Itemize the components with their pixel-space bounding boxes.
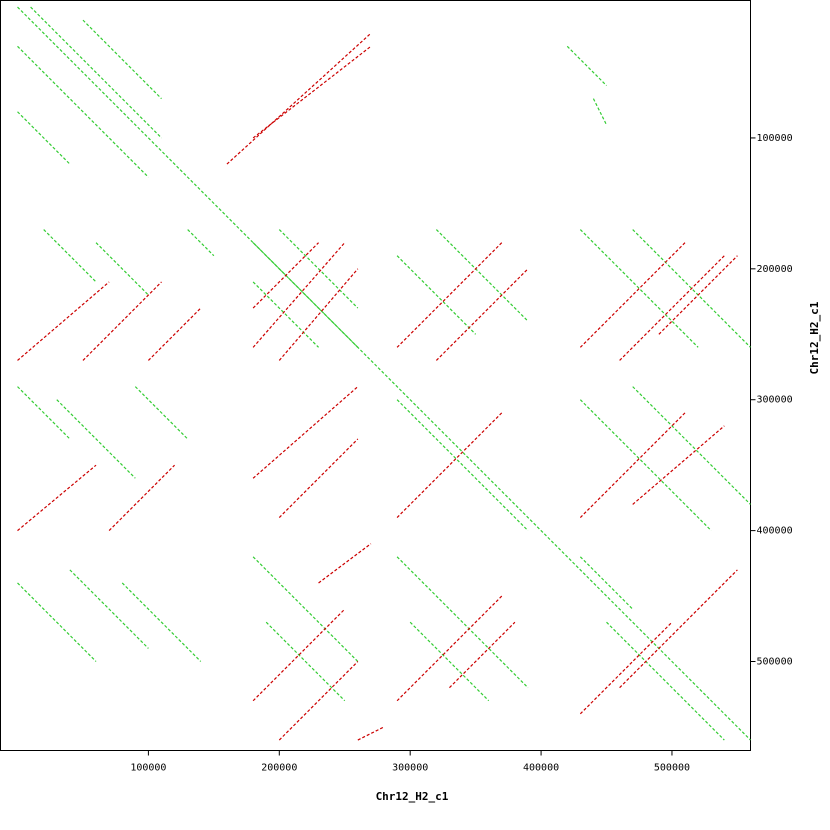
y-axis-title: Chr12_H2_c1	[808, 301, 821, 374]
x-tick-label: 500000	[654, 763, 690, 774]
alignment	[658, 255, 738, 335]
alignment	[17, 386, 71, 440]
alignment	[396, 399, 529, 532]
x-tick-label: 300000	[392, 763, 428, 774]
y-tick-label: 300000	[757, 395, 793, 406]
alignment	[566, 45, 607, 87]
alignment	[17, 111, 71, 165]
x-tick-label: 400000	[523, 763, 559, 774]
alignment	[265, 621, 346, 702]
y-tick-label: 100000	[757, 133, 793, 144]
alignment	[17, 45, 149, 178]
alignment	[579, 621, 673, 715]
alignment	[121, 582, 202, 662]
alignment	[619, 569, 738, 689]
alignment	[606, 621, 725, 741]
alignment	[396, 556, 529, 689]
alignment	[30, 6, 162, 139]
alignment	[449, 621, 516, 689]
alignment	[17, 6, 751, 741]
alignment	[632, 386, 751, 505]
x-tick-label: 200000	[261, 763, 297, 774]
alignment	[82, 19, 162, 100]
alignment	[69, 569, 149, 649]
alignment	[318, 543, 372, 584]
alignment	[632, 229, 751, 348]
alignment	[82, 281, 162, 361]
alignment	[579, 399, 712, 532]
alignment	[43, 229, 97, 283]
alignment	[278, 268, 359, 361]
alignment	[632, 425, 725, 505]
alignment	[409, 621, 490, 702]
alignment	[278, 229, 359, 309]
alignment	[17, 281, 110, 361]
alignment	[17, 464, 97, 532]
y-tick-label: 200000	[757, 264, 793, 275]
alignment	[252, 242, 346, 348]
alignment	[108, 464, 176, 532]
alignment	[278, 661, 359, 741]
alignment	[147, 307, 202, 361]
alignment	[579, 556, 634, 610]
alignment	[252, 242, 319, 309]
alignment	[226, 32, 372, 165]
plot-frame	[0, 0, 751, 751]
alignment	[396, 255, 477, 335]
x-tick-label: 100000	[130, 763, 166, 774]
alignment	[278, 438, 359, 518]
alignment	[187, 229, 215, 257]
x-axis-title: Chr12_H2_c1	[376, 790, 449, 803]
alignment	[435, 268, 529, 361]
alignment	[579, 229, 699, 348]
alignment	[56, 399, 136, 479]
y-tick-label: 500000	[757, 656, 793, 667]
alignment	[252, 608, 346, 702]
alignment	[252, 386, 359, 479]
alignment	[17, 582, 97, 662]
alignment	[95, 242, 149, 296]
y-tick-label: 400000	[757, 526, 793, 537]
alignment	[134, 386, 189, 440]
alignment	[252, 281, 319, 348]
alignment	[435, 229, 529, 322]
